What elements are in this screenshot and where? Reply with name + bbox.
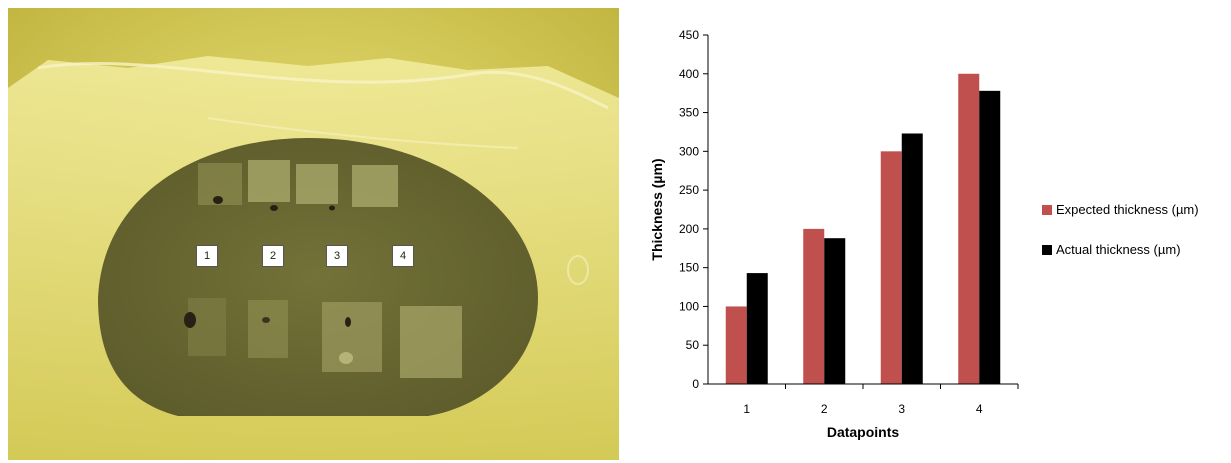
x-tick-label: 2 <box>821 402 828 416</box>
y-tick-label: 250 <box>679 183 699 197</box>
legend-label-actual: Actual thickness (µm) <box>1056 242 1181 257</box>
x-tick-label: 4 <box>976 402 983 416</box>
bar-actual-thickness <box>746 273 768 384</box>
wafer-photo: 1 2 3 4 <box>8 8 619 460</box>
photo-label-3: 3 <box>326 245 348 267</box>
y-tick-label: 400 <box>679 67 699 81</box>
legend-swatch-expected <box>1042 205 1052 215</box>
y-tick-label: 0 <box>692 377 699 391</box>
y-axis-title: Thickness (µm) <box>649 158 665 260</box>
photo-label-2: 2 <box>262 245 284 267</box>
thickness-bar-chart: 0 50 100 150 200 250 300 350 400 450 1 2 3 4 Thicknes… <box>622 0 1231 463</box>
photo-label-1: 1 <box>196 245 218 267</box>
wafer-photo-image <box>8 8 619 460</box>
y-tick-label: 100 <box>679 299 699 313</box>
photo-label-4: 4 <box>392 245 414 267</box>
y-tick-label: 150 <box>679 261 699 275</box>
x-tick-label: 1 <box>743 402 750 416</box>
bar-expected-thickness <box>803 228 825 384</box>
legend-swatch-actual <box>1042 245 1052 255</box>
bar-expected-thickness <box>958 73 980 385</box>
plot-area: 0 50 100 150 200 250 300 350 400 450 1 2 3 4 <box>679 28 1019 416</box>
bar-expected-thickness <box>880 151 902 384</box>
y-tick-label: 300 <box>679 144 699 158</box>
y-tick-label: 200 <box>679 222 699 236</box>
chart-canvas: 0 50 100 150 200 250 300 350 400 450 1 2 3 4 Thicknes… <box>649 28 1199 440</box>
y-tick-label: 350 <box>679 106 699 120</box>
chart-legend: Expected thickness (µm) Actual thickness… <box>1042 202 1199 257</box>
x-tick-label: 3 <box>898 402 905 416</box>
bar-actual-thickness <box>901 133 923 384</box>
bar-actual-thickness <box>979 90 1001 384</box>
y-tick-label: 450 <box>679 28 699 42</box>
y-tick-label: 50 <box>686 338 700 352</box>
bar-actual-thickness <box>824 238 846 384</box>
legend-label-expected: Expected thickness (µm) <box>1056 202 1199 217</box>
x-axis-title: Datapoints <box>827 424 900 440</box>
bar-expected-thickness <box>725 306 747 384</box>
